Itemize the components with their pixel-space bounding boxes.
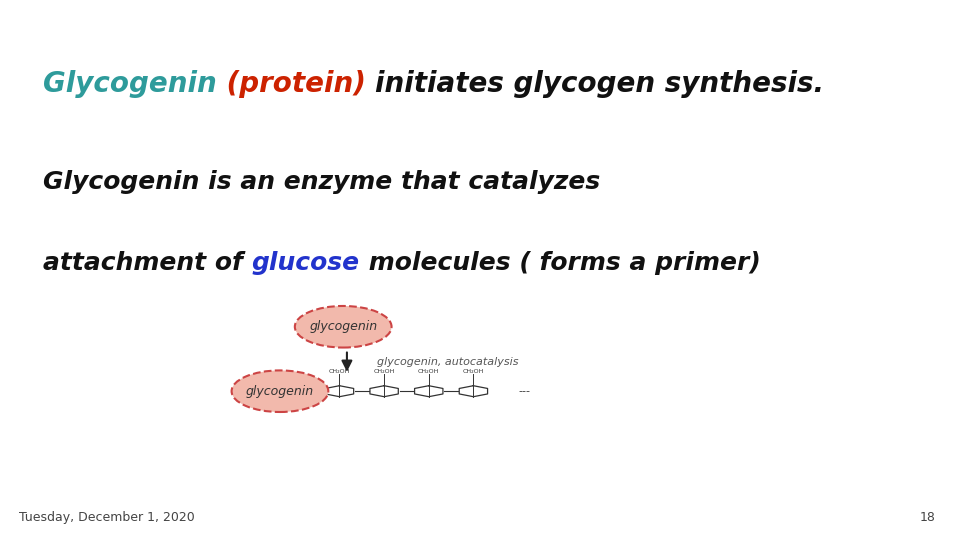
Text: attachment of: attachment of xyxy=(43,251,252,275)
Text: 18: 18 xyxy=(920,511,936,524)
Text: CH₂OH: CH₂OH xyxy=(418,369,440,374)
Ellipse shape xyxy=(295,306,392,348)
Text: CH₂OH: CH₂OH xyxy=(463,369,484,374)
Text: Glycogenin: Glycogenin xyxy=(43,70,217,98)
Text: Glycogenin is an enzyme that catalyzes: Glycogenin is an enzyme that catalyzes xyxy=(43,170,600,194)
Text: CH₂OH: CH₂OH xyxy=(328,369,350,374)
Text: glycogenin, autocatalysis: glycogenin, autocatalysis xyxy=(376,357,518,367)
Text: glucose: glucose xyxy=(252,251,360,275)
Text: molecules ( forms a primer): molecules ( forms a primer) xyxy=(360,251,760,275)
Text: glycogenin: glycogenin xyxy=(309,320,377,333)
Text: CH₂OH: CH₂OH xyxy=(373,369,395,374)
Text: initiates glycogen synthesis.: initiates glycogen synthesis. xyxy=(375,70,825,98)
Text: glycogenin: glycogenin xyxy=(246,384,314,397)
Ellipse shape xyxy=(231,370,328,412)
Text: ---: --- xyxy=(518,386,530,396)
Text: (protein): (protein) xyxy=(217,70,375,98)
Text: Tuesday, December 1, 2020: Tuesday, December 1, 2020 xyxy=(19,511,195,524)
